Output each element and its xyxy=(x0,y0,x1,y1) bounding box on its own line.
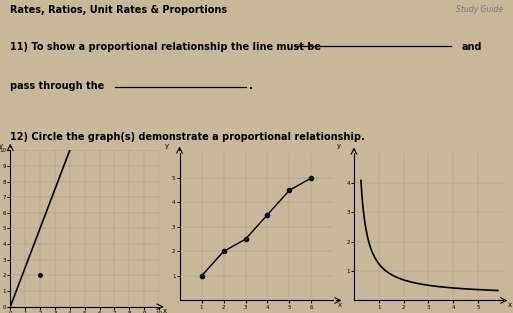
Text: 12) Circle the graph(s) demonstrate a proportional relationship.: 12) Circle the graph(s) demonstrate a pr… xyxy=(10,132,365,142)
X-axis label: x: x xyxy=(163,308,167,313)
Text: Study Guide: Study Guide xyxy=(456,4,503,13)
Text: pass through the: pass through the xyxy=(10,81,105,91)
Y-axis label: y: y xyxy=(337,143,341,149)
Y-axis label: y: y xyxy=(165,143,169,149)
X-axis label: x: x xyxy=(338,302,342,308)
Text: and: and xyxy=(462,42,482,52)
Text: .: . xyxy=(249,81,252,91)
X-axis label: x: x xyxy=(508,302,512,308)
Text: 11) To show a proportional relationship the line must be: 11) To show a proportional relationship … xyxy=(10,42,321,52)
Y-axis label: y: y xyxy=(0,143,4,149)
Text: Rates, Ratios, Unit Rates & Proportions: Rates, Ratios, Unit Rates & Proportions xyxy=(10,4,227,14)
